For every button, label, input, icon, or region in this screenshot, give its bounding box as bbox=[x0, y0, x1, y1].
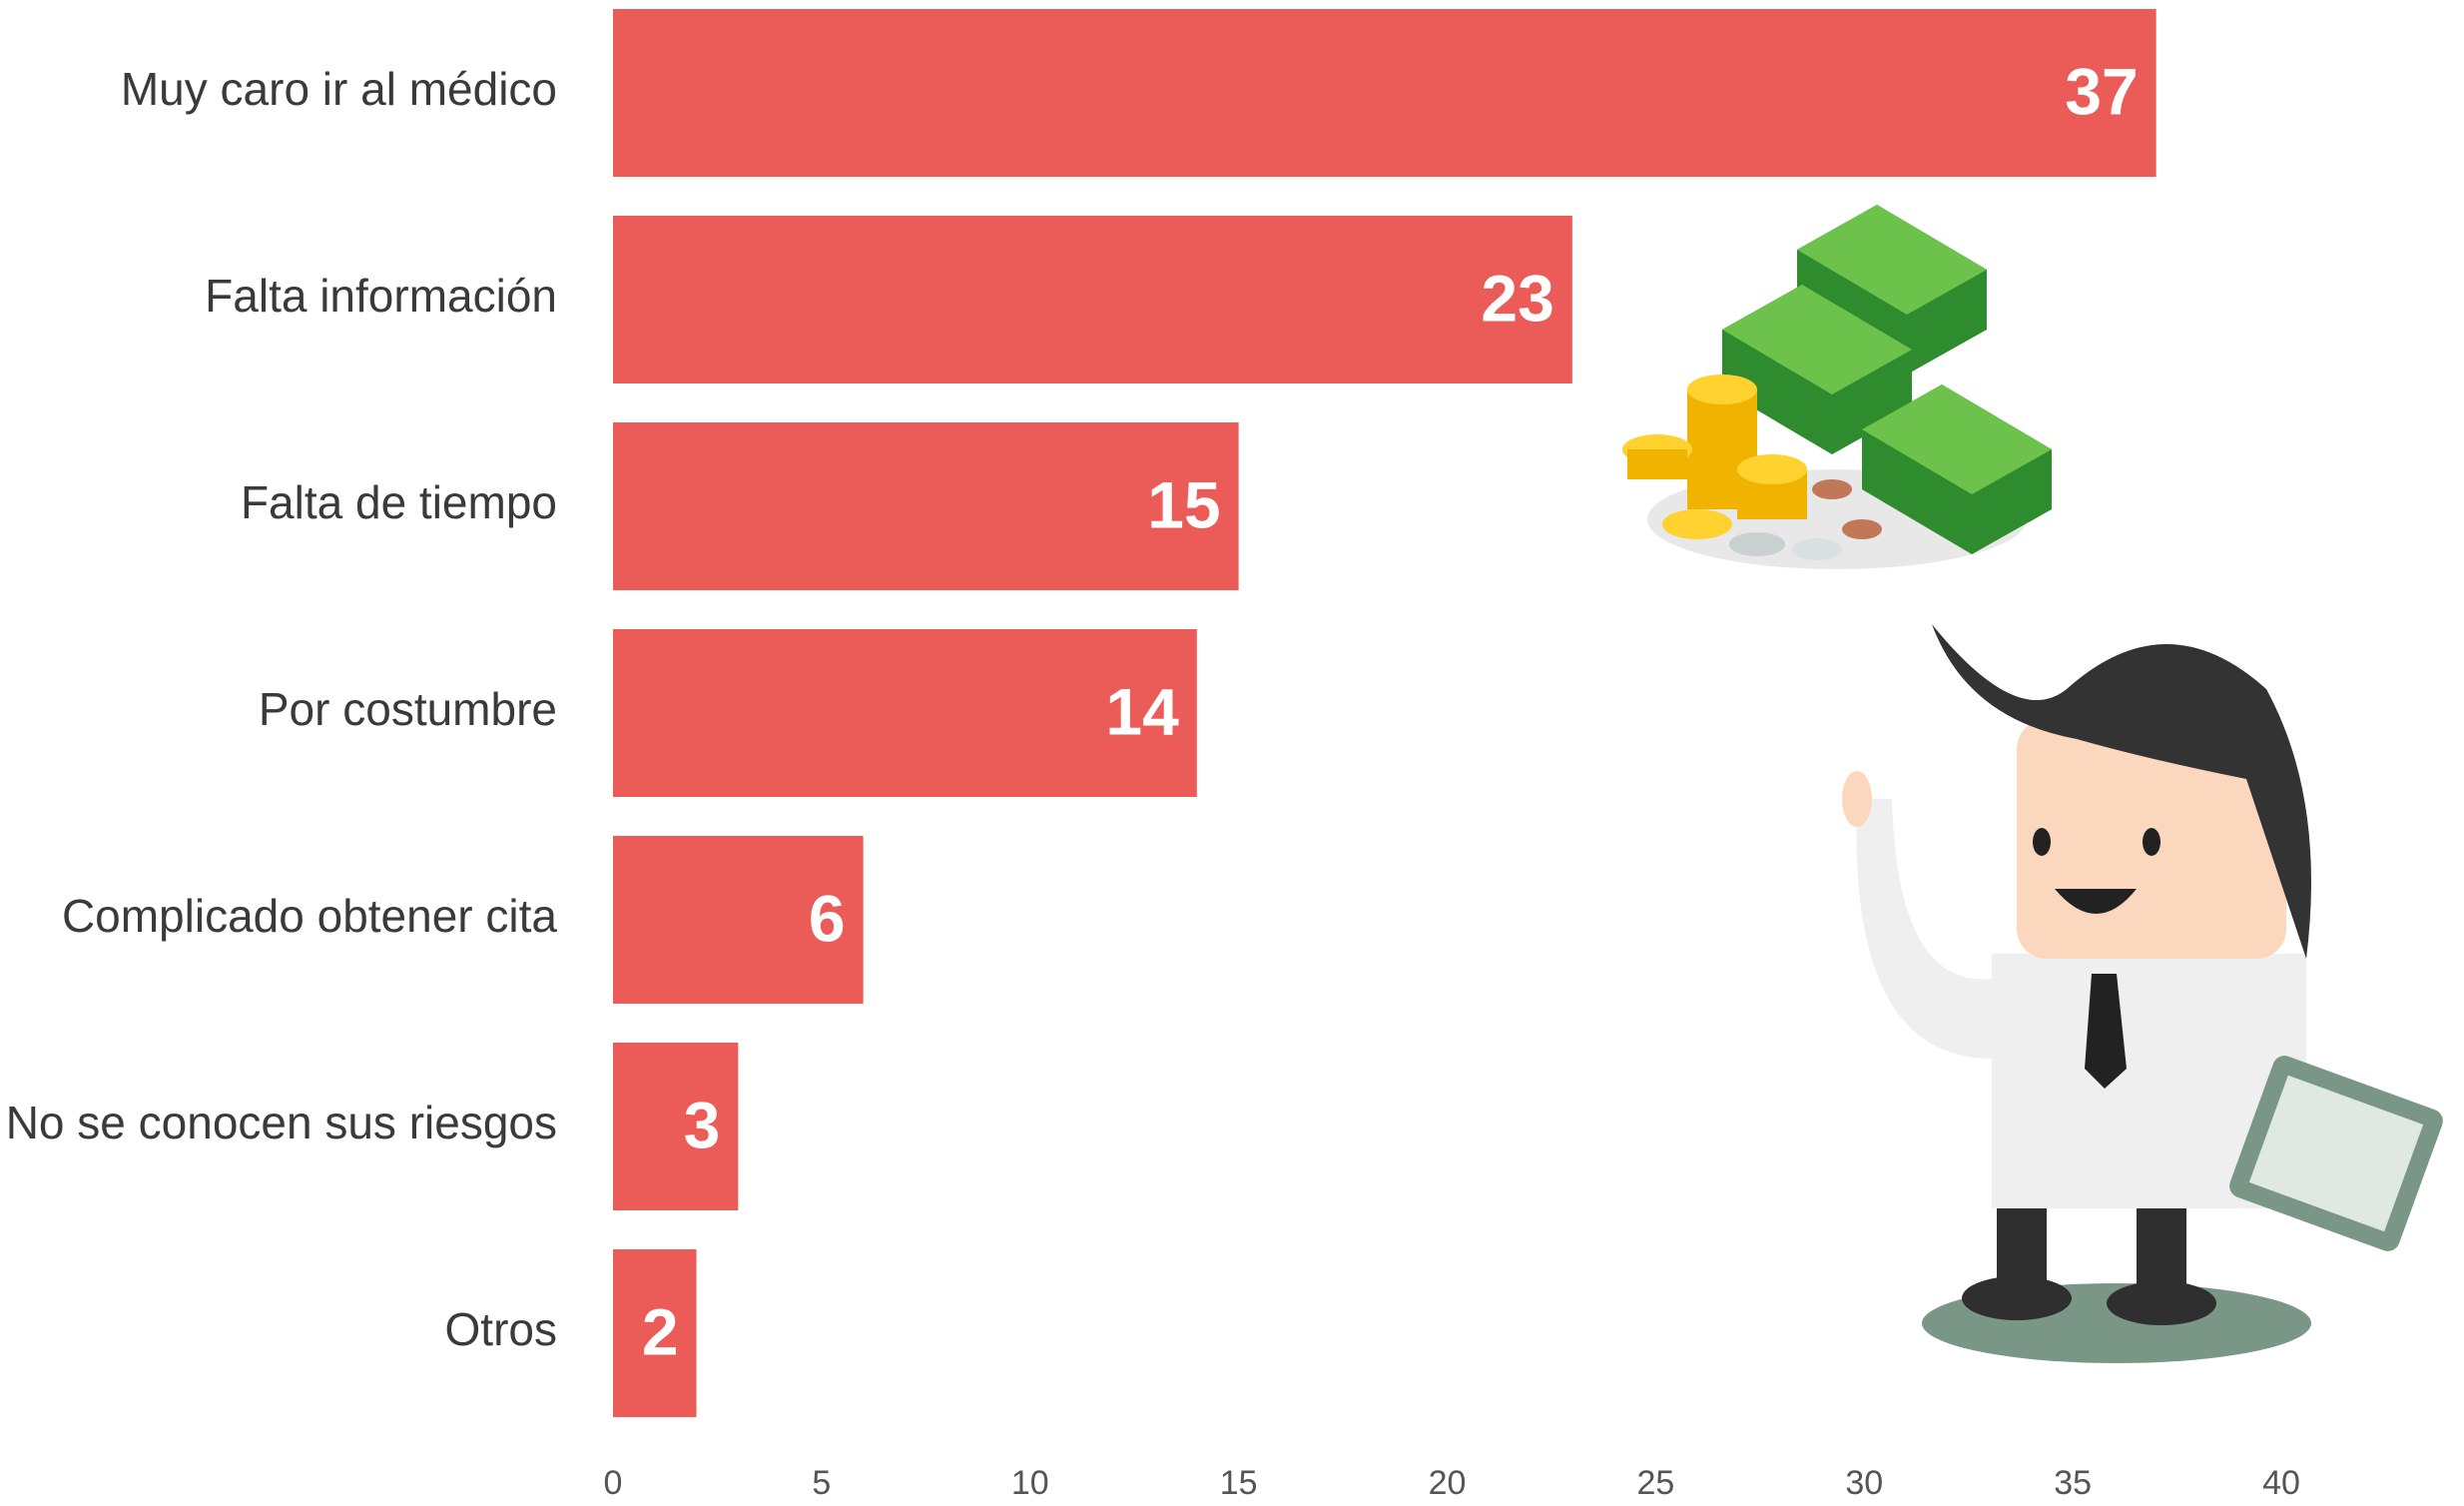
x-tick-label: 35 bbox=[2054, 1464, 2092, 1502]
x-tick-label: 30 bbox=[1845, 1464, 1883, 1502]
bar bbox=[613, 422, 1239, 590]
value-label: 14 bbox=[1105, 674, 1179, 748]
x-tick-label: 25 bbox=[1636, 1464, 1674, 1502]
x-tick-label: 20 bbox=[1429, 1464, 1467, 1502]
bar bbox=[613, 9, 2156, 177]
value-label: 37 bbox=[2065, 54, 2138, 128]
bar bbox=[613, 836, 864, 1004]
value-label: 15 bbox=[1147, 467, 1220, 541]
category-label: Complicado obtener cita bbox=[62, 890, 557, 942]
bar bbox=[613, 1043, 739, 1210]
x-tick-label: 5 bbox=[812, 1464, 831, 1502]
value-label: 23 bbox=[1481, 261, 1553, 335]
money-illustration bbox=[1622, 205, 2052, 569]
category-label: Falta de tiempo bbox=[241, 476, 557, 528]
value-label: 3 bbox=[684, 1088, 721, 1161]
category-label: Muy caro ir al médico bbox=[121, 63, 557, 115]
x-tick-label: 0 bbox=[604, 1464, 623, 1502]
x-tick-label: 15 bbox=[1220, 1464, 1258, 1502]
category-label: No se conocen sus riesgos bbox=[6, 1097, 557, 1148]
bar bbox=[613, 629, 1197, 797]
bar bbox=[613, 1249, 697, 1417]
doctor-illustration bbox=[1842, 624, 2443, 1363]
bar bbox=[613, 216, 1572, 383]
value-label: 6 bbox=[809, 881, 846, 955]
x-tick-label: 10 bbox=[1011, 1464, 1049, 1502]
category-label: Falta información bbox=[205, 270, 557, 322]
category-label: Por costumbre bbox=[259, 683, 557, 735]
value-label: 2 bbox=[642, 1294, 679, 1368]
x-tick-label: 40 bbox=[2262, 1464, 2300, 1502]
category-label: Otros bbox=[445, 1303, 557, 1355]
